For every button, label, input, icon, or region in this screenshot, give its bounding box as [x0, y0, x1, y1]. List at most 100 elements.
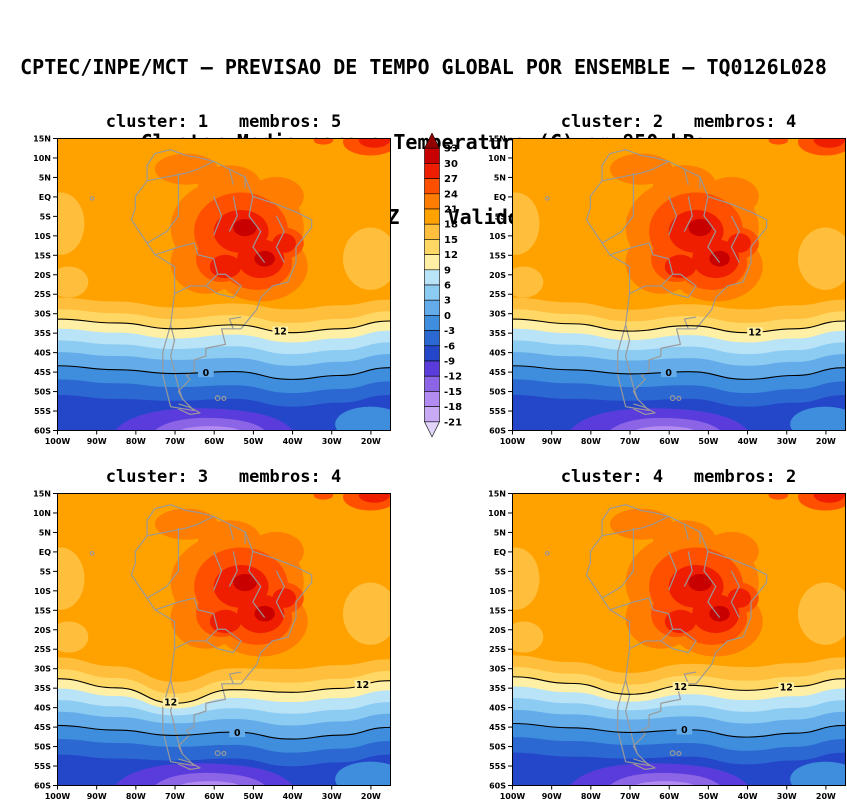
lon-axis: 100W 90W 80W 70W 60W 50W 40W 30W 20W	[500, 785, 836, 801]
svg-text:15N: 15N	[488, 135, 506, 144]
svg-text:-3: -3	[444, 326, 455, 337]
svg-text:15N: 15N	[33, 135, 51, 144]
contour-label: 12	[164, 698, 177, 709]
svg-text:10N: 10N	[33, 509, 51, 518]
svg-text:50W: 50W	[243, 792, 263, 801]
svg-text:40W: 40W	[283, 792, 303, 801]
map-canvas: 12 0	[57, 138, 390, 430]
colorbar-segment	[424, 406, 440, 423]
coastline	[544, 504, 768, 771]
svg-text:90W: 90W	[87, 437, 107, 446]
svg-text:0: 0	[444, 311, 451, 322]
svg-text:12: 12	[444, 250, 458, 261]
svg-text:40W: 40W	[738, 437, 758, 446]
colorbar-top-arrow	[424, 132, 440, 149]
svg-text:30W: 30W	[777, 437, 797, 446]
coastline	[544, 149, 768, 416]
svg-text:30W: 30W	[777, 792, 797, 801]
panel-title-3: cluster: 3 membros: 4	[105, 467, 342, 487]
svg-text:80W: 80W	[581, 437, 601, 446]
svg-text:50W: 50W	[698, 437, 718, 446]
contour-label: 0	[665, 368, 672, 379]
svg-text:18: 18	[444, 220, 458, 231]
svg-text:25S: 25S	[489, 290, 506, 299]
svg-text:70W: 70W	[165, 437, 185, 446]
contour-line-12	[512, 318, 845, 334]
svg-text:50S: 50S	[489, 388, 506, 397]
lat-axis: 15N 10N 5N EQ 5S 10S 15S 20S 25S 30S 35S 40S 45S 50S 5…	[33, 490, 57, 791]
svg-text:10S: 10S	[489, 587, 506, 596]
svg-text:20W: 20W	[361, 792, 381, 801]
svg-text:9: 9	[444, 265, 451, 276]
map-canvas: 12 12 0	[512, 493, 845, 785]
temperature-colorbar: 33 30 27 24 21 18 15 12 9 6 3 0 -3 -6 -9 -12 -15 -18 -21	[424, 132, 484, 439]
svg-text:EQ: EQ	[494, 193, 506, 202]
svg-text:33: 33	[444, 144, 458, 155]
svg-text:EQ: EQ	[39, 193, 51, 202]
svg-text:5S: 5S	[40, 212, 52, 221]
svg-text:20S: 20S	[34, 626, 51, 635]
colorbar-segment	[424, 330, 440, 347]
contour-label: 12	[780, 682, 793, 693]
svg-text:50S: 50S	[34, 743, 51, 752]
map-frame	[512, 493, 846, 786]
panel-title-4: cluster: 4 membros: 2	[560, 467, 797, 487]
svg-text:-12: -12	[444, 372, 462, 383]
svg-text:80W: 80W	[126, 437, 146, 446]
svg-text:60S: 60S	[489, 427, 506, 436]
svg-text:15S: 15S	[489, 251, 506, 260]
svg-text:30S: 30S	[489, 665, 506, 674]
svg-text:60S: 60S	[34, 427, 51, 436]
svg-text:30S: 30S	[34, 310, 51, 319]
svg-text:35S: 35S	[34, 329, 51, 338]
coastline	[89, 504, 313, 771]
svg-text:15: 15	[444, 235, 458, 246]
map-svg: 15N 10N 5N EQ 5S 10S 15S 20S 25S 30S 35S 40S 45S 50S 5…	[488, 135, 846, 446]
lat-axis: 15N 10N 5N EQ 5S 10S 15S 20S 25S 30S 35S 40S 45S 50S 5…	[488, 490, 512, 791]
svg-text:5N: 5N	[39, 173, 51, 182]
colorbar-segment	[424, 147, 440, 164]
svg-text:40S: 40S	[489, 349, 506, 358]
svg-text:45S: 45S	[489, 723, 506, 732]
svg-text:5N: 5N	[39, 528, 51, 537]
svg-text:5N: 5N	[494, 173, 506, 182]
contour-label: 0	[203, 368, 210, 379]
svg-text:-18: -18	[444, 402, 462, 413]
svg-text:40W: 40W	[738, 792, 758, 801]
svg-text:50S: 50S	[489, 743, 506, 752]
svg-text:5N: 5N	[494, 528, 506, 537]
svg-text:80W: 80W	[581, 792, 601, 801]
svg-text:80W: 80W	[126, 792, 146, 801]
svg-text:10S: 10S	[34, 587, 51, 596]
svg-text:30W: 30W	[322, 792, 342, 801]
contour-label: 12	[674, 682, 687, 693]
map-canvas: 12 0	[512, 138, 845, 430]
svg-text:-15: -15	[444, 387, 462, 398]
colorbar-segment	[424, 178, 440, 195]
map-svg: 15N 10N 5N EQ 5S 10S 15S 20S 25S 30S 35S 40S 45S 50S 5…	[33, 490, 391, 801]
colorbar-segment	[424, 223, 440, 240]
colorbar-segment	[424, 299, 440, 316]
svg-text:70W: 70W	[620, 437, 640, 446]
colorbar-segment	[424, 193, 440, 210]
svg-text:30S: 30S	[489, 310, 506, 319]
lat-axis: 15N 10N 5N EQ 5S 10S 15S 20S 25S 30S 35S 40S 45S 50S 5…	[488, 135, 512, 436]
svg-text:60W: 60W	[659, 792, 679, 801]
svg-text:10N: 10N	[488, 509, 506, 518]
temperature-map-2: 15N 10N 5N EQ 5S 10S 15S 20S 25S 30S 35S 40S 45S 50S 5…	[478, 134, 847, 449]
svg-text:35S: 35S	[489, 684, 506, 693]
colorbar-segment	[424, 208, 440, 225]
svg-text:45S: 45S	[489, 368, 506, 377]
svg-text:15S: 15S	[489, 606, 506, 615]
svg-text:27: 27	[444, 174, 458, 185]
svg-text:60W: 60W	[204, 792, 224, 801]
svg-text:24: 24	[444, 189, 458, 200]
lon-axis: 100W 90W 80W 70W 60W 50W 40W 30W 20W	[45, 785, 381, 801]
colorbar-segment	[424, 269, 440, 286]
svg-text:EQ: EQ	[494, 548, 506, 557]
panel-title-1: cluster: 1 membros: 5	[105, 112, 342, 132]
colorbar-segment	[424, 345, 440, 362]
colorbar-segment	[424, 284, 440, 301]
